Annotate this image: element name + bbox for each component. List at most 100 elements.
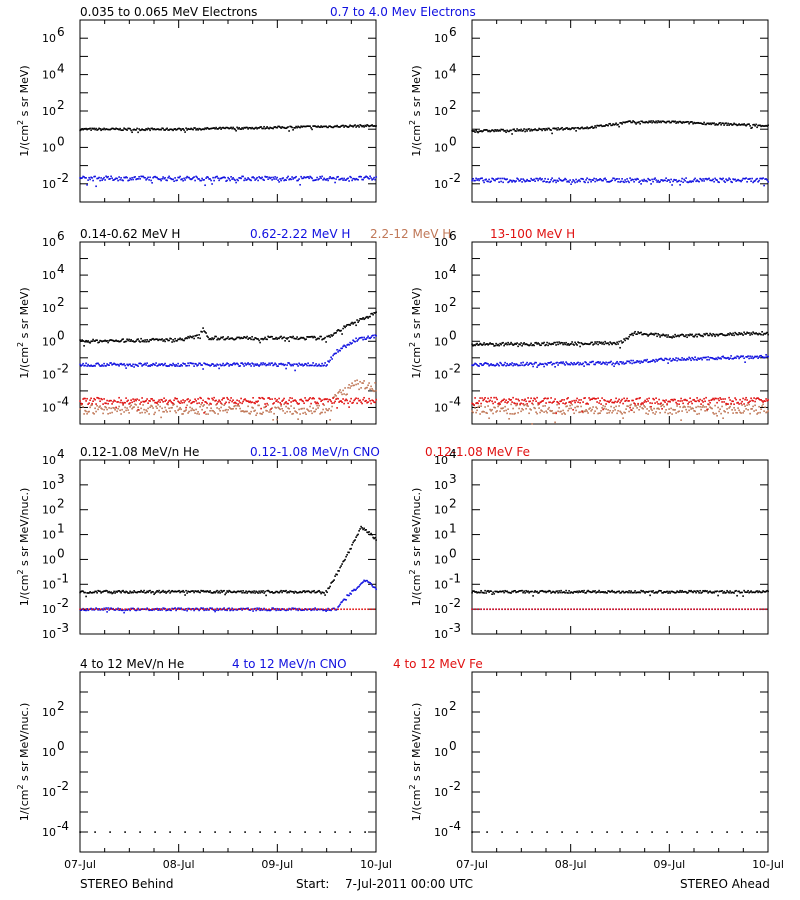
data-point	[694, 400, 696, 403]
data-point	[682, 181, 684, 184]
data-point	[332, 176, 334, 179]
data-point	[553, 127, 555, 130]
data-point	[115, 339, 117, 342]
data-point	[490, 396, 492, 399]
data-point	[220, 406, 222, 409]
data-point	[121, 401, 123, 404]
data-point	[660, 334, 662, 337]
data-point	[331, 126, 333, 129]
data-point	[349, 608, 351, 611]
data-point	[285, 337, 287, 339]
data-point	[567, 397, 569, 399]
data-point	[615, 591, 617, 594]
data-point	[152, 176, 154, 179]
data-point	[559, 591, 561, 594]
data-point	[688, 334, 690, 337]
data-point	[625, 399, 627, 402]
data-point	[244, 608, 246, 611]
data-point	[692, 407, 694, 410]
data-point	[520, 402, 522, 405]
data-point	[348, 180, 350, 182]
data-point	[616, 124, 618, 126]
data-point	[107, 412, 109, 415]
data-point	[612, 362, 614, 365]
data-point	[150, 364, 152, 366]
data-point	[657, 359, 659, 361]
data-point	[611, 343, 613, 346]
data-point	[561, 362, 563, 365]
data-point	[375, 334, 377, 337]
data-point	[716, 401, 718, 404]
data-point	[252, 338, 254, 341]
data-point	[580, 399, 582, 401]
data-point	[559, 410, 561, 413]
data-point	[273, 363, 275, 366]
y-tick-label: 10	[42, 335, 56, 348]
data-point	[311, 608, 313, 611]
data-point	[521, 344, 523, 347]
data-point	[297, 609, 299, 612]
data-point	[293, 177, 295, 179]
data-point	[752, 357, 754, 360]
data-point	[297, 403, 299, 405]
data-point	[344, 598, 346, 601]
data-point	[724, 357, 726, 359]
data-point	[294, 399, 296, 401]
data-point	[661, 334, 663, 337]
data-point	[672, 591, 674, 593]
data-point	[127, 127, 129, 130]
data-point	[521, 130, 523, 132]
data-point	[619, 346, 621, 349]
data-point	[287, 407, 289, 409]
data-point	[535, 591, 537, 593]
data-point	[209, 337, 211, 340]
data-point	[139, 412, 141, 414]
data-point	[687, 591, 689, 594]
data-point	[323, 592, 325, 594]
data-point	[129, 340, 131, 343]
data-point	[181, 178, 183, 180]
data-point	[262, 178, 264, 181]
data-point	[764, 406, 766, 409]
data-point	[492, 343, 494, 345]
data-point	[82, 608, 84, 611]
data-point	[155, 608, 157, 610]
data-point	[151, 364, 153, 367]
data-point	[219, 400, 221, 403]
data-point	[373, 312, 375, 314]
data-point	[196, 402, 198, 405]
data-point	[334, 394, 336, 396]
data-point	[641, 179, 643, 182]
data-point	[234, 363, 236, 366]
data-point	[748, 123, 750, 125]
data-point	[361, 336, 363, 339]
y-tick-exponent: 4	[449, 447, 457, 461]
data-point	[123, 363, 125, 365]
data-point	[350, 176, 352, 179]
data-point	[594, 590, 596, 592]
data-point	[198, 362, 200, 365]
data-point	[355, 608, 357, 611]
data-point	[591, 398, 593, 401]
data-point	[703, 406, 705, 408]
data-point	[107, 607, 109, 609]
data-point	[623, 591, 625, 594]
data-point	[221, 591, 223, 593]
data-point	[652, 180, 654, 183]
data-point	[224, 176, 226, 179]
data-point	[662, 592, 664, 594]
data-point	[192, 177, 194, 179]
data-point	[172, 404, 174, 406]
data-point	[348, 125, 350, 128]
data-point	[695, 333, 697, 336]
data-point	[185, 589, 187, 592]
data-point	[198, 178, 200, 180]
data-point	[99, 339, 101, 342]
data-point	[676, 403, 678, 405]
data-point	[204, 184, 206, 187]
data-point	[364, 387, 366, 390]
data-point	[722, 177, 724, 180]
data-point	[627, 180, 629, 183]
data-point	[266, 126, 268, 128]
data-point	[207, 127, 209, 130]
